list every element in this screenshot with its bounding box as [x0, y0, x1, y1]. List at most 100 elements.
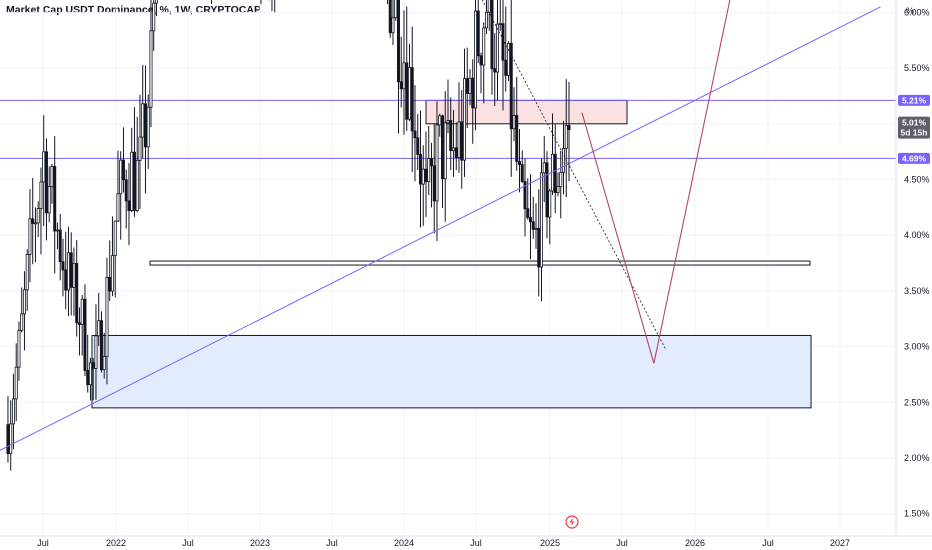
current-price-badge-bg [898, 116, 930, 139]
candle-body [451, 147, 455, 152]
candle-body [113, 220, 117, 257]
candle-body [88, 362, 92, 386]
candle-body [548, 190, 552, 218]
y-tick-label: 3.50% [904, 286, 930, 296]
candle-body [97, 320, 101, 337]
candle-body [457, 121, 461, 158]
x-tick-label: 2025 [540, 538, 560, 548]
x-tick-label: Jul [470, 538, 482, 548]
level-badge-5-21: 5.21% [902, 95, 927, 105]
candle-body [490, 0, 494, 70]
candle-body [99, 320, 103, 371]
y-tick-label: 6.00% [904, 7, 930, 17]
candle-body [154, 0, 158, 4]
candle-body [449, 120, 453, 152]
candle-body [58, 229, 62, 263]
candle-body [143, 103, 147, 148]
x-tick-label: Jul [37, 538, 49, 548]
candle-body [116, 193, 120, 222]
candle-body [512, 115, 516, 130]
candle-body [418, 154, 422, 185]
candle-body [33, 222, 37, 225]
candle-body [132, 151, 136, 211]
x-tick-label: Jul [182, 538, 194, 548]
candle-body [405, 62, 409, 120]
candle-body [61, 261, 65, 271]
candle-body [421, 168, 425, 185]
candle-body [66, 252, 70, 291]
lightning-icon[interactable] [565, 515, 579, 529]
candle-body [410, 67, 414, 132]
candle-body [119, 159, 123, 195]
candle-body [473, 10, 477, 109]
candle-body [77, 322, 81, 325]
candle-body [523, 181, 527, 210]
candle-body [121, 159, 125, 181]
candle-body [493, 68, 497, 73]
candle-body [39, 181, 43, 209]
candle-body [50, 166, 54, 188]
x-tick-label: 2027 [830, 538, 850, 548]
scale-unit-label[interactable]: % [906, 6, 914, 16]
candle-body [47, 186, 51, 214]
candle-body [105, 276, 109, 358]
candle-body [520, 164, 524, 182]
candle-body [528, 217, 532, 223]
candle-body [556, 186, 560, 194]
x-tick-label: Jul [762, 538, 774, 548]
candle-body [537, 227, 541, 268]
candle-body [509, 42, 513, 130]
x-tick-label: 2022 [106, 538, 126, 548]
candle-body [402, 62, 406, 90]
candle-body [72, 262, 76, 288]
candle-body [495, 23, 499, 73]
candle-body [9, 423, 13, 454]
candle-body [28, 218, 32, 255]
y-tick-label: 3.00% [904, 342, 930, 352]
candle-body [553, 153, 557, 194]
candle-body [22, 289, 26, 315]
candle-body [476, 10, 480, 57]
candle-body [559, 172, 563, 188]
candle-body [69, 252, 73, 288]
demand-zone-box [91, 334, 812, 409]
x-axis[interactable]: Jul 2022 Jul 2023 Jul 2024 Jul 2025 Jul 2026 Jul 20… [0, 535, 932, 548]
candle-body [130, 151, 134, 211]
x-tick-label: 2023 [250, 538, 270, 548]
candle-body [91, 362, 95, 369]
support-line-box [149, 260, 811, 266]
y-axis[interactable]: % 9.50%9.00%8.50%8.00%7.50%7.00%6.50%6.0… [895, 0, 930, 550]
candle-body [17, 329, 21, 368]
candle-body [11, 398, 15, 425]
candle-body [465, 78, 469, 94]
y-tick-label: 2.00% [904, 453, 930, 463]
candle-body [102, 356, 106, 371]
candle-body [545, 162, 549, 218]
candle-body [517, 161, 521, 165]
current-price-badge: 5.01% [902, 118, 927, 128]
candle-body [501, 23, 505, 61]
candle-body [14, 366, 18, 400]
candle-body [53, 166, 57, 232]
candle-body [388, 0, 392, 34]
candle-body [55, 229, 59, 232]
candle-body [108, 276, 112, 292]
candle-body [20, 313, 24, 331]
candle-body [460, 121, 464, 161]
candle-body [487, 0, 491, 13]
y-tick-label: 2.50% [904, 397, 930, 407]
candle-body [468, 77, 472, 94]
candle-body [6, 424, 10, 454]
candle-body [438, 115, 442, 126]
candle-body [124, 179, 128, 202]
candle-body [138, 136, 142, 161]
candle-body [531, 221, 535, 230]
candle-body [75, 262, 79, 324]
candle-body [482, 27, 486, 66]
candle-body [564, 125, 568, 149]
candle-body [471, 77, 475, 109]
candle-body [526, 208, 530, 219]
candle-body [435, 124, 439, 202]
candle-body [36, 208, 40, 224]
